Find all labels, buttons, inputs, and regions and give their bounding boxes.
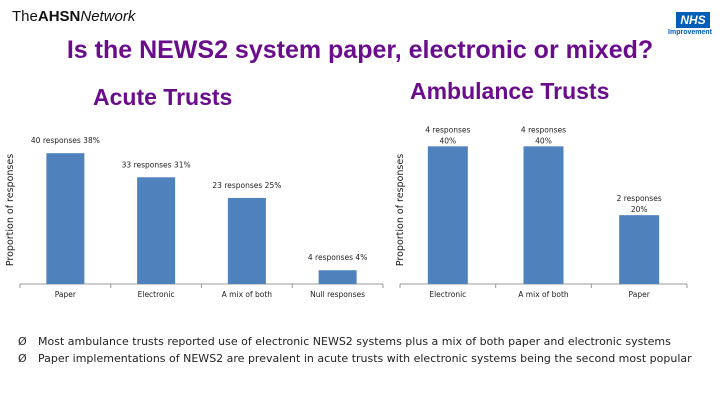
data-label: 40% [439, 136, 456, 145]
bullet-item: Ø Paper implementations of NEWS2 are pre… [18, 350, 692, 367]
bar [523, 146, 564, 284]
y-axis-label: Proportion of responses [395, 154, 406, 266]
category-label: Electronic [138, 290, 175, 299]
arrow-bullet-icon: Ø [18, 335, 27, 348]
bar [46, 153, 85, 284]
bullet-text: Most ambulance trusts reported use of el… [38, 335, 671, 348]
category-label: Null responses [310, 290, 365, 299]
data-label: 20% [631, 205, 648, 214]
nhs-logo-badge: NHS [676, 12, 710, 28]
bar [227, 197, 266, 284]
nhs-logo-subtitle: Improvement [668, 29, 712, 36]
ahsn-logo-the: The [12, 8, 38, 25]
data-label: 2 responses [617, 194, 662, 203]
y-axis-label: Proportion of responses [5, 154, 16, 266]
data-label: 4 responses [521, 125, 566, 134]
category-label: Paper [55, 290, 77, 299]
category-label: Electronic [429, 290, 466, 299]
data-label: 4 responses [425, 125, 470, 134]
acute-trusts-subtitle: Acute Trusts [93, 84, 233, 110]
bar [427, 146, 468, 284]
bar [619, 215, 660, 284]
bullet-item: Ø Most ambulance trusts reported use of … [18, 333, 692, 350]
ahsn-logo: TheAHSNNetwork [12, 8, 135, 25]
bullet-list: Ø Most ambulance trusts reported use of … [18, 333, 692, 367]
data-label: 40 responses 38% [31, 136, 100, 145]
data-label: 33 responses 31% [122, 160, 191, 169]
arrow-bullet-icon: Ø [18, 352, 27, 365]
data-label: 23 responses 25% [212, 181, 281, 190]
data-label: 40% [535, 136, 552, 145]
bar [318, 270, 357, 284]
bar [137, 177, 176, 284]
data-label: 4 responses 4% [308, 253, 367, 262]
bullet-text: Paper implementations of NEWS2 are preva… [38, 352, 692, 365]
page-title: Is the NEWS2 system paper, electronic or… [66, 36, 654, 64]
category-label: Paper [629, 290, 651, 299]
category-label: A mix of both [222, 290, 273, 299]
ahsn-logo-network: Network [80, 8, 136, 25]
category-label: A mix of both [518, 290, 569, 299]
ambulance-trusts-subtitle: Ambulance Trusts [410, 78, 610, 104]
ahsn-logo-ahsn: AHSN [37, 8, 81, 25]
